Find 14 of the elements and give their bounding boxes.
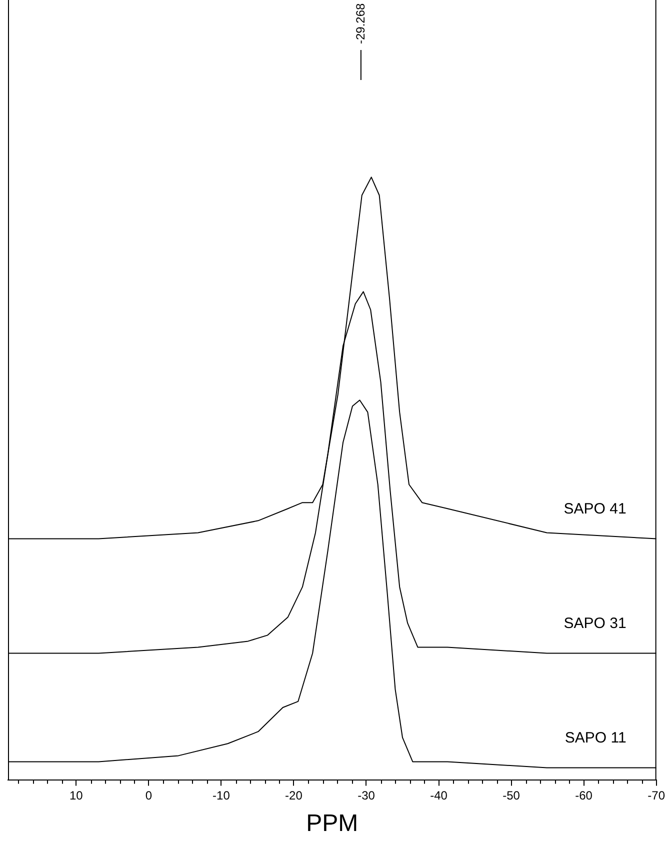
x-tick-label: -40 xyxy=(430,788,448,802)
series-label: SAPO 41 xyxy=(564,500,626,518)
x-tick-label: -70 xyxy=(648,788,666,802)
x-tick-label: -30 xyxy=(358,788,376,802)
series-label: SAPO 11 xyxy=(564,729,626,746)
x-tick-label: 0 xyxy=(145,788,152,802)
x-tick-label: -10 xyxy=(212,788,230,802)
x-tick-label: -20 xyxy=(285,788,303,802)
series-label: SAPO 31 xyxy=(564,614,626,632)
x-axis-title: PPM xyxy=(306,810,358,838)
x-tick-label: -60 xyxy=(575,788,593,802)
ref-line-label: -29.268 xyxy=(353,2,368,44)
x-tick-label: -50 xyxy=(502,788,520,802)
x-tick-label: 10 xyxy=(69,788,84,802)
